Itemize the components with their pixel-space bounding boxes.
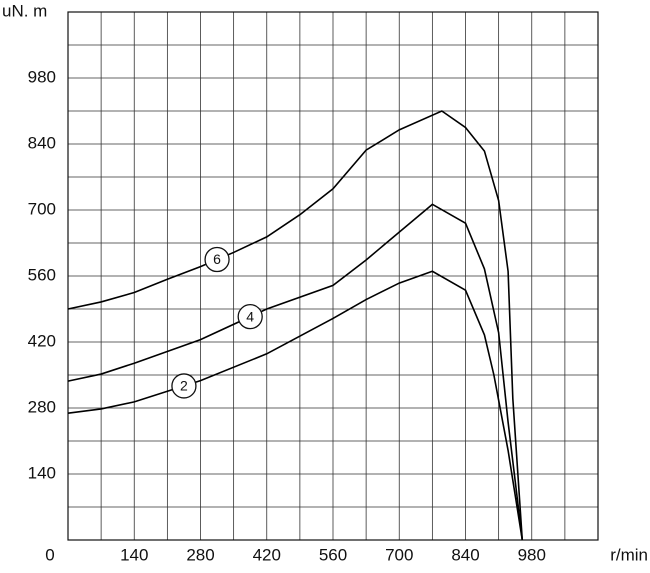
x-tick-label: 0	[45, 545, 54, 564]
x-tick-label: 420	[253, 545, 281, 564]
y-tick-label: 560	[28, 265, 56, 284]
y-tick-label: 140	[28, 463, 56, 482]
x-axis-label: r/min	[610, 545, 648, 564]
y-tick-label: 840	[28, 133, 56, 152]
plot-frame	[67, 11, 599, 541]
line	[67, 110, 524, 541]
series-label-circle	[237, 304, 263, 330]
series-label: 6	[213, 251, 221, 267]
series-label-circle	[204, 246, 230, 273]
y-axis-label: uN. m	[2, 1, 47, 20]
y-tick-label: 420	[28, 331, 56, 350]
x-tick-label: 840	[451, 545, 479, 564]
x-tick-label: 700	[385, 545, 413, 564]
line	[67, 270, 524, 541]
x-tick-label: 980	[518, 545, 546, 564]
x-tick-label: 140	[120, 545, 148, 564]
x-tick-label: 560	[319, 545, 347, 564]
series-label: 4	[246, 308, 254, 324]
y-tick-label: 280	[28, 397, 56, 416]
y-tick-label: 700	[28, 199, 56, 218]
line	[67, 203, 524, 541]
series-label-circle	[171, 373, 197, 399]
x-tick-label: 280	[186, 545, 214, 564]
series-label: 2	[180, 378, 188, 394]
y-tick-label: 980	[28, 67, 56, 86]
